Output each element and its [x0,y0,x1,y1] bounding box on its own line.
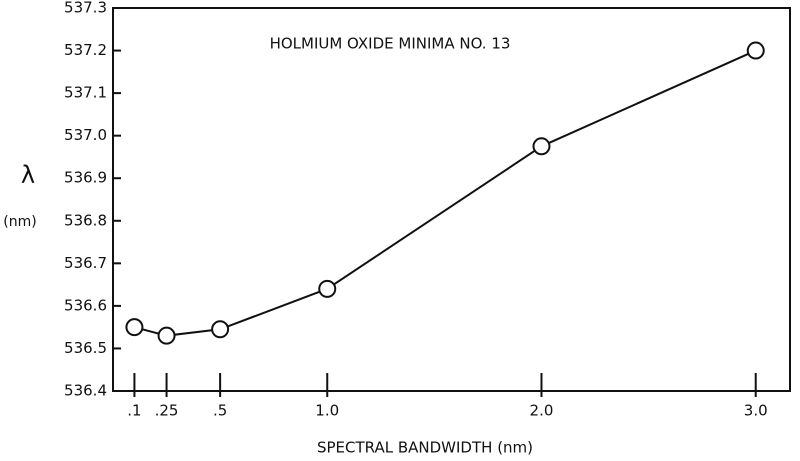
point-marker [211,320,230,339]
plot-frame [112,7,791,392]
y-tick-label: 537.3 [64,0,107,17]
x-tick-label: 1.0 [315,402,339,420]
point-marker [746,41,765,60]
point-marker [125,318,144,337]
x-tick-label: .5 [213,402,227,420]
point-marker [318,279,337,298]
y-tick-label: 536.4 [64,382,107,400]
y-tick-label: 536.9 [64,169,107,187]
y-axis-label: λ [21,161,35,189]
y-tick-label: 536.8 [64,211,107,229]
y-tick-label: 537.1 [64,84,107,102]
point-marker [532,137,551,156]
y-tick-label: 536.7 [64,254,107,272]
x-tick-label: .1 [127,402,141,420]
y-tick-label: 536.5 [64,339,107,357]
x-axis-label: SPECTRAL BANDWIDTH (nm) [317,439,533,457]
series-line [134,49,757,337]
point-marker [157,326,176,345]
chart-title: HOLMIUM OXIDE MINIMA NO. 13 [270,35,511,53]
y-tick-label: 537.2 [64,41,107,59]
y-tick-label: 537.0 [64,126,107,144]
x-tick-label: 3.0 [744,402,768,420]
y-axis-unit: (nm) [3,214,36,230]
y-tick-label: 536.6 [64,296,107,314]
x-tick-label: .25 [155,402,179,420]
x-tick-label: 2.0 [530,402,554,420]
